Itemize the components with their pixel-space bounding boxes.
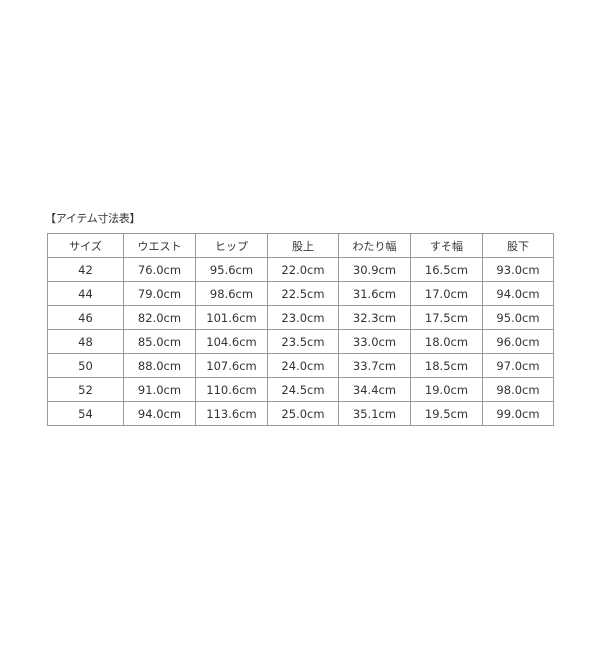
table-cell: 88.0cm (123, 353, 196, 378)
table-cell: 94.0cm (482, 281, 554, 306)
table-cell: 24.0cm (267, 353, 339, 378)
table-cell: 101.6cm (195, 305, 268, 330)
table-cell: 98.0cm (482, 377, 554, 402)
table-cell: 32.3cm (338, 305, 411, 330)
table-cell: 22.5cm (267, 281, 339, 306)
table-cell: 19.5cm (410, 401, 483, 426)
column-header: すそ幅 (410, 233, 483, 258)
size-chart-title: 【アイテム寸法表】 (45, 212, 141, 225)
table-cell: 23.5cm (267, 329, 339, 354)
column-header: わたり幅 (338, 233, 411, 258)
table-cell: 76.0cm (123, 257, 196, 282)
table-cell: 79.0cm (123, 281, 196, 306)
table-cell: 30.9cm (338, 257, 411, 282)
table-cell: 22.0cm (267, 257, 339, 282)
table-cell: 33.0cm (338, 329, 411, 354)
table-cell: 31.6cm (338, 281, 411, 306)
table-row: 48 85.0cm 104.6cm 23.5cm 33.0cm 18.0cm 96.0cm (47, 329, 554, 354)
table-cell: 17.0cm (410, 281, 483, 306)
table-cell: 42 (47, 257, 124, 282)
table-cell: 19.0cm (410, 377, 483, 402)
column-header: ウエスト (123, 233, 196, 258)
table-row: 42 76.0cm 95.6cm 22.0cm 30.9cm 16.5cm 93.0cm (47, 257, 554, 282)
table-cell: 25.0cm (267, 401, 339, 426)
table-cell: 52 (47, 377, 124, 402)
table-cell: 44 (47, 281, 124, 306)
table-cell: 94.0cm (123, 401, 196, 426)
table-cell: 95.6cm (195, 257, 268, 282)
table-cell: 16.5cm (410, 257, 483, 282)
table-cell: 48 (47, 329, 124, 354)
table-cell: 91.0cm (123, 377, 196, 402)
header-row: サイズ ウエスト ヒップ 股上 わたり幅 すそ幅 股下 (47, 233, 554, 258)
table-cell: 110.6cm (195, 377, 268, 402)
table-cell: 98.6cm (195, 281, 268, 306)
table-row: 50 88.0cm 107.6cm 24.0cm 33.7cm 18.5cm 97.0cm (47, 353, 554, 378)
size-chart-table: サイズ ウエスト ヒップ 股上 わたり幅 すそ幅 股下 42 76.0cm 95.6cm 22.0… (47, 233, 554, 426)
table-cell: 95.0cm (482, 305, 554, 330)
column-header: 股下 (482, 233, 554, 258)
table-cell: 50 (47, 353, 124, 378)
column-header: ヒップ (195, 233, 268, 258)
table-row: 52 91.0cm 110.6cm 24.5cm 34.4cm 19.0cm 98.0cm (47, 377, 554, 402)
table-cell: 107.6cm (195, 353, 268, 378)
table-cell: 18.0cm (410, 329, 483, 354)
column-header: 股上 (267, 233, 339, 258)
table-cell: 24.5cm (267, 377, 339, 402)
table-row: 54 94.0cm 113.6cm 25.0cm 35.1cm 19.5cm 99.0cm (47, 401, 554, 426)
table-row: 44 79.0cm 98.6cm 22.5cm 31.6cm 17.0cm 94.0cm (47, 281, 554, 306)
table-cell: 104.6cm (195, 329, 268, 354)
table-cell: 97.0cm (482, 353, 554, 378)
table-cell: 85.0cm (123, 329, 196, 354)
table-cell: 99.0cm (482, 401, 554, 426)
table-cell: 54 (47, 401, 124, 426)
table-cell: 93.0cm (482, 257, 554, 282)
table-cell: 17.5cm (410, 305, 483, 330)
table-cell: 35.1cm (338, 401, 411, 426)
table-cell: 18.5cm (410, 353, 483, 378)
table-cell: 33.7cm (338, 353, 411, 378)
table-cell: 82.0cm (123, 305, 196, 330)
table-cell: 34.4cm (338, 377, 411, 402)
table-row: 46 82.0cm 101.6cm 23.0cm 32.3cm 17.5cm 95.0cm (47, 305, 554, 330)
column-header: サイズ (47, 233, 124, 258)
table-cell: 96.0cm (482, 329, 554, 354)
table-cell: 23.0cm (267, 305, 339, 330)
table-cell: 46 (47, 305, 124, 330)
table-cell: 113.6cm (195, 401, 268, 426)
